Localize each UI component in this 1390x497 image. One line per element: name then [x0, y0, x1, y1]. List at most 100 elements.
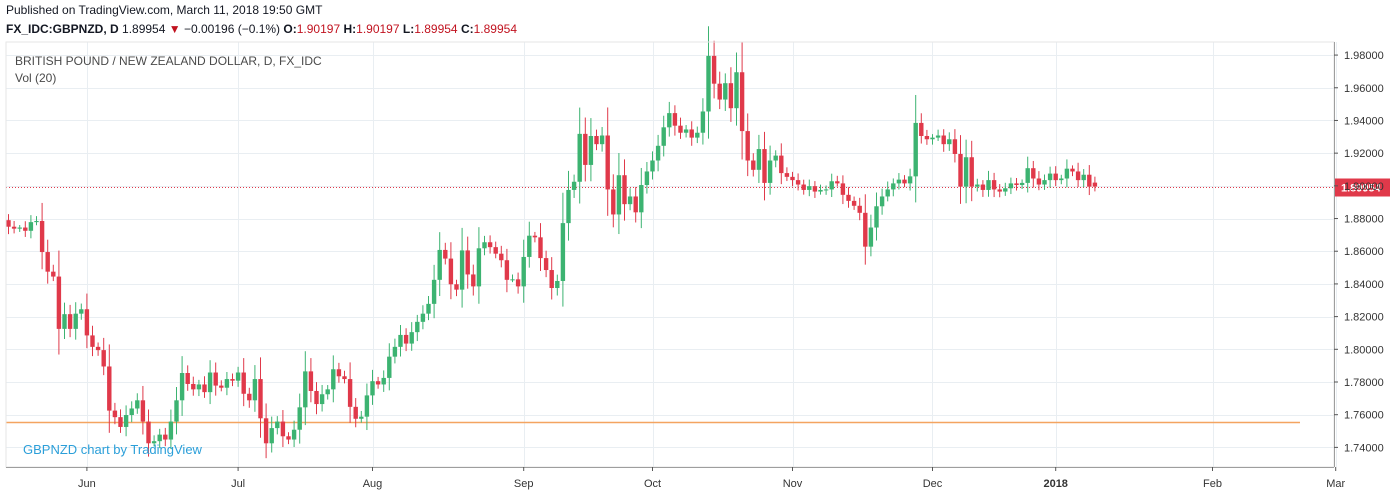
change-value: −0.00196 (−0.1%)	[183, 22, 281, 36]
candle-up	[879, 188, 885, 215]
candle-down	[247, 387, 252, 408]
candle-down	[1031, 160, 1036, 188]
candle-body	[711, 55, 717, 84]
candle-body	[482, 242, 487, 249]
watermark-link[interactable]: GBPNZD chart by TradingView	[23, 442, 202, 457]
candle-body	[426, 303, 431, 314]
candle-up	[325, 385, 330, 400]
candle-up	[135, 393, 140, 414]
candle-up	[773, 150, 778, 168]
candle-up	[723, 73, 728, 111]
candle-body	[403, 334, 409, 344]
candle-up	[275, 416, 280, 435]
candle-down	[1070, 165, 1075, 177]
candle-body	[739, 72, 745, 132]
candle-body	[6, 220, 11, 227]
candle-body	[387, 356, 392, 378]
candle-body	[683, 129, 689, 133]
candle-up	[767, 145, 773, 195]
candle-up	[555, 274, 560, 296]
candle-up	[700, 98, 706, 145]
candle-down	[443, 242, 448, 265]
candle-body	[370, 381, 375, 396]
candle-body	[689, 129, 694, 138]
candle-body	[247, 393, 252, 401]
candle-body	[163, 434, 168, 440]
candle-body	[633, 196, 638, 213]
candle-down	[90, 325, 95, 357]
candle-body	[437, 249, 442, 280]
candle-down	[622, 159, 627, 221]
candle-up	[650, 151, 655, 180]
candle-body	[863, 212, 868, 247]
candle-down	[487, 235, 493, 254]
candle-body	[784, 173, 790, 177]
candle-body	[1081, 174, 1086, 181]
candle-body	[1075, 171, 1081, 181]
candle-body	[191, 383, 196, 390]
candle-down	[308, 358, 314, 403]
candle-body	[151, 441, 157, 444]
close-value: 1.89954	[473, 22, 518, 36]
candle-body	[454, 284, 459, 290]
candle-down	[857, 197, 862, 221]
candle-body	[185, 373, 190, 384]
candle-up	[655, 134, 661, 172]
candle-body	[179, 373, 185, 401]
x-tick-label: 2018	[1043, 478, 1067, 490]
x-tick-label: Sep	[514, 478, 534, 490]
candle-up	[28, 215, 34, 239]
candle-down	[538, 223, 543, 272]
candle-up	[409, 322, 414, 351]
candle-down	[672, 105, 678, 136]
candle-up	[426, 296, 431, 321]
candle-body	[17, 227, 22, 229]
candle-body	[381, 377, 386, 385]
candle-up	[1003, 182, 1008, 196]
candle-up	[359, 410, 364, 423]
candle-down	[280, 410, 286, 448]
candle-down	[739, 41, 745, 160]
close-label: C:	[460, 22, 474, 36]
candle-up	[437, 232, 442, 297]
candle-body	[319, 394, 325, 405]
candle-down	[118, 409, 123, 433]
candle-body	[571, 181, 577, 190]
y-tick-label: 1.82000	[1344, 312, 1384, 324]
candle-down	[919, 113, 924, 144]
y-tick-label: 1.74000	[1344, 442, 1384, 454]
candle-body	[28, 222, 34, 231]
candle-body	[263, 418, 269, 444]
candle-up	[235, 366, 241, 387]
candle-down	[1053, 166, 1058, 187]
candle-up	[398, 324, 403, 357]
candle-body	[1087, 174, 1092, 187]
candle-up	[1059, 174, 1064, 185]
candle-body	[1031, 168, 1036, 179]
candle-body	[986, 180, 991, 190]
candle-body	[560, 223, 566, 281]
low-label: L:	[402, 22, 415, 36]
candle-down	[711, 40, 717, 99]
y-tick-label: 1.92000	[1344, 148, 1384, 160]
candle-body	[588, 135, 594, 165]
candle-up	[157, 428, 162, 449]
candle-body	[364, 395, 370, 417]
candle-body	[627, 196, 633, 205]
candle-down	[112, 402, 118, 425]
candle-down	[471, 264, 476, 296]
candle-body	[700, 111, 706, 133]
candle-body	[1053, 173, 1058, 181]
candle-up	[1064, 159, 1070, 188]
candle-up	[756, 134, 762, 183]
candle-down	[465, 236, 470, 289]
candle-up	[224, 371, 230, 396]
candle-down	[95, 342, 101, 356]
volume-legend[interactable]: Vol (20)	[15, 71, 57, 85]
candle-body	[269, 428, 274, 444]
candle-body	[101, 350, 106, 367]
candle-body	[493, 247, 498, 254]
candle-body	[275, 421, 280, 429]
candle-down	[924, 129, 930, 145]
